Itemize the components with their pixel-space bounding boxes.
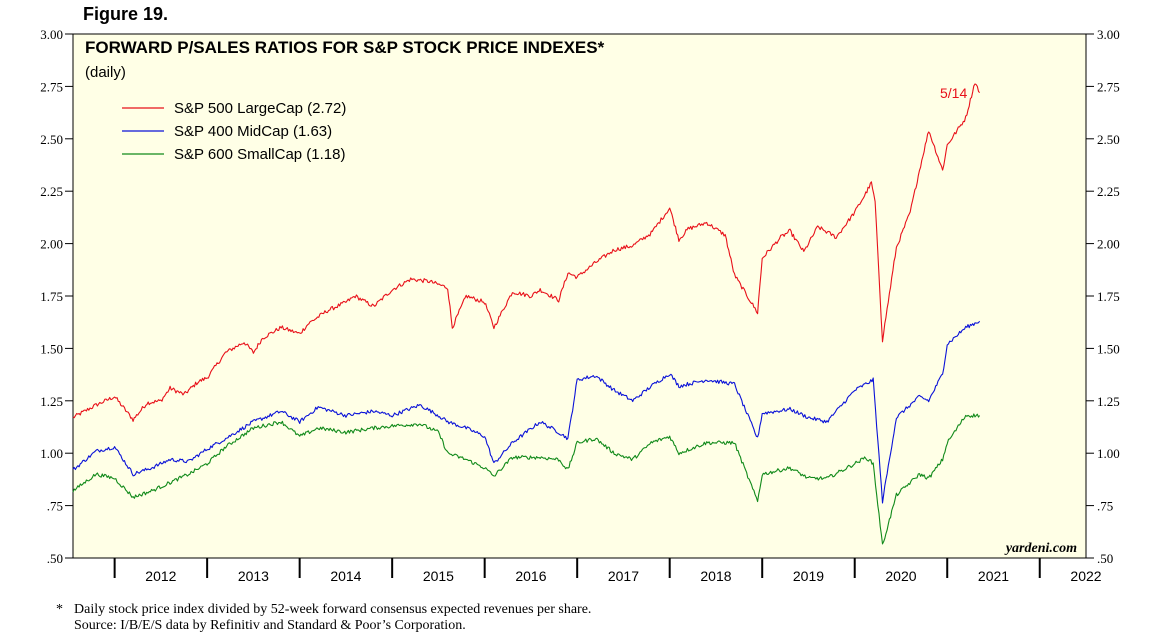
y-tick-label: 2.50 — [1097, 132, 1120, 147]
chart-subtitle: (daily) — [85, 64, 126, 81]
axis-ticks — [65, 33, 1094, 578]
figure-label: Figure 19. — [83, 4, 169, 24]
y-tick-label: 1.00 — [40, 446, 63, 461]
x-tick-label: 2020 — [885, 568, 916, 584]
y-tick-label: .75 — [1097, 499, 1113, 514]
y-tick-label: 1.50 — [40, 341, 63, 356]
footnote-note: Daily stock price index divided by 52-we… — [74, 602, 592, 617]
last-date-annotation: 5/14 — [940, 85, 967, 101]
chart-title: FORWARD P/SALES RATIOS FOR S&P STOCK PRI… — [85, 38, 605, 57]
series-line-0 — [72, 83, 981, 422]
footnote-marker: * — [56, 602, 63, 617]
y-tick-label: 1.25 — [40, 394, 63, 409]
y-tick-label: 3.00 — [1097, 27, 1120, 42]
footnote-source: Source: I/B/E/S data by Refinitiv and St… — [74, 618, 466, 633]
watermark: yardeni.com — [1004, 541, 1077, 556]
legend: S&P 500 LargeCap (2.72) S&P 400 MidCap (1… — [122, 100, 346, 163]
x-tick-label: 2022 — [1070, 568, 1101, 584]
series-lines — [72, 83, 981, 545]
y-tick-label: .50 — [1097, 551, 1113, 566]
x-tick-label: 2014 — [330, 568, 361, 584]
x-tick-label: 2017 — [608, 568, 639, 584]
x-tick-label: 2021 — [978, 568, 1009, 584]
legend-entry: S&P 500 LargeCap (2.72) — [174, 100, 346, 117]
y-tick-label: 1.75 — [40, 289, 63, 304]
series-line-2 — [72, 413, 981, 545]
y-tick-label: 1.25 — [1097, 394, 1120, 409]
footnote: * Daily stock price index divided by 52-w… — [56, 602, 591, 634]
legend-entry: S&P 400 MidCap (1.63) — [174, 123, 332, 140]
x-tick-label: 2016 — [515, 568, 546, 584]
y-tick-label: 2.25 — [40, 184, 63, 199]
y-tick-label: 1.75 — [1097, 289, 1120, 304]
y-tick-label: 1.50 — [1097, 341, 1120, 356]
y-tick-label: 2.50 — [40, 132, 63, 147]
x-axis: 2012 2013 2014 2015 2016 2017 2018 2019 2020 2021… — [145, 568, 1101, 584]
y-tick-label: 2.75 — [40, 79, 63, 94]
y-tick-label: .50 — [47, 551, 63, 566]
x-tick-label: 2015 — [423, 568, 454, 584]
legend-entry: S&P 600 SmallCap (1.18) — [174, 146, 345, 163]
series-line-1 — [72, 320, 981, 504]
chart: .50 .75 1.00 1.25 1.50 1.75 2.00 2.25 2.50 2.75 3.… — [40, 27, 1120, 584]
y-tick-label: 2.25 — [1097, 184, 1120, 199]
x-tick-label: 2013 — [238, 568, 269, 584]
y-tick-label: 2.00 — [40, 237, 63, 252]
y-tick-label: 3.00 — [40, 27, 63, 42]
y-tick-label: 2.75 — [1097, 79, 1120, 94]
y-tick-label: 1.00 — [1097, 446, 1120, 461]
x-tick-label: 2019 — [793, 568, 824, 584]
y-axis-left: .50 .75 1.00 1.25 1.50 1.75 2.00 2.25 2.50 2.75 3.… — [40, 27, 63, 566]
y-tick-label: .75 — [47, 499, 63, 514]
x-tick-label: 2012 — [145, 568, 176, 584]
x-tick-label: 2018 — [700, 568, 731, 584]
y-tick-label: 2.00 — [1097, 237, 1120, 252]
y-axis-right: .50 .75 1.00 1.25 1.50 1.75 2.00 2.25 2.50 2.75 3.… — [1097, 27, 1120, 566]
